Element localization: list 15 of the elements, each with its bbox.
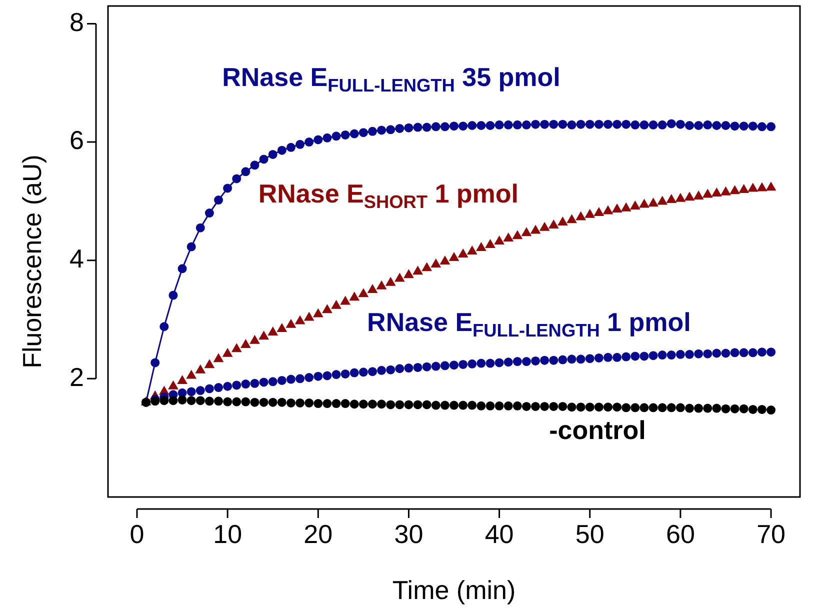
x-axis-title: Time (min) xyxy=(392,575,516,606)
x-tick-label: 70 xyxy=(756,519,786,550)
y-tick-label: 4 xyxy=(70,244,84,274)
y-tick-label: 2 xyxy=(70,362,84,392)
x-tick-label: 60 xyxy=(666,519,695,550)
x-tick-label: 50 xyxy=(575,519,604,550)
x-tick-label: 10 xyxy=(213,519,242,550)
x-tick-label: 0 xyxy=(130,519,144,550)
x-tick-label: 40 xyxy=(484,519,514,550)
y-tick-label: 8 xyxy=(70,6,84,37)
y-tick-label: 6 xyxy=(70,125,84,156)
y-axis-title: Fluorescence (aU) xyxy=(17,154,48,368)
x-tick-label: 20 xyxy=(304,519,333,550)
series-label: -control xyxy=(549,415,646,446)
x-tick-label: 30 xyxy=(394,519,424,550)
